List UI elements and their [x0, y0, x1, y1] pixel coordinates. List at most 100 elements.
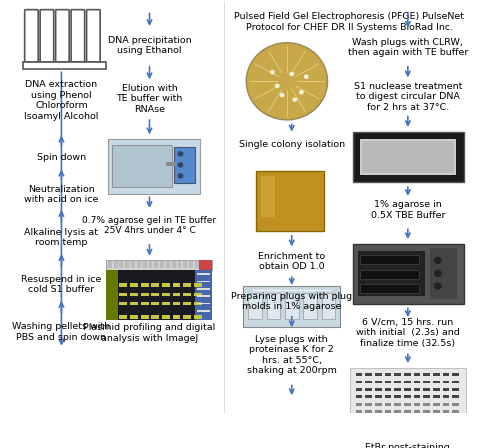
Bar	[394, 388, 401, 391]
Bar	[385, 373, 392, 376]
Bar	[365, 381, 372, 383]
Bar	[353, 132, 464, 182]
Bar	[201, 261, 205, 268]
Bar	[141, 302, 149, 306]
Text: DNA precipitation
using Ethanol: DNA precipitation using Ethanol	[108, 36, 191, 55]
Bar	[433, 418, 440, 420]
Circle shape	[270, 70, 275, 74]
Bar	[353, 244, 464, 304]
Bar	[394, 403, 401, 405]
Bar	[120, 283, 127, 287]
Text: EtBr post-staining: EtBr post-staining	[366, 443, 450, 448]
Bar	[365, 418, 372, 420]
Bar	[365, 388, 372, 391]
Bar	[304, 293, 317, 319]
FancyBboxPatch shape	[25, 10, 38, 62]
Bar	[173, 315, 181, 319]
Bar	[189, 261, 193, 268]
Bar	[141, 293, 149, 296]
Bar	[131, 261, 135, 268]
Bar	[385, 418, 392, 420]
Bar	[452, 388, 459, 391]
Bar	[184, 302, 191, 306]
Bar	[414, 418, 421, 420]
Bar	[356, 381, 363, 383]
Bar	[414, 388, 421, 391]
Bar	[194, 315, 202, 319]
Text: Neutralization
with acid on ice: Neutralization with acid on ice	[24, 185, 98, 204]
Bar	[130, 283, 138, 287]
Bar	[375, 373, 382, 376]
Bar	[184, 315, 191, 319]
Bar	[120, 302, 127, 306]
Bar	[361, 270, 419, 279]
Bar	[166, 261, 170, 268]
Bar	[194, 293, 202, 296]
Bar	[452, 381, 459, 383]
Bar	[443, 403, 450, 405]
Bar	[194, 302, 202, 306]
Bar	[106, 270, 118, 320]
Bar	[423, 373, 430, 376]
Circle shape	[246, 43, 328, 120]
Bar	[256, 171, 324, 231]
Bar	[356, 403, 363, 405]
Bar	[423, 388, 430, 391]
Bar	[108, 139, 200, 194]
Bar	[404, 418, 411, 420]
Bar	[114, 261, 118, 268]
Text: DNA extraction
using Phenol
Chloroform
Isoamyl Alcohol: DNA extraction using Phenol Chloroform I…	[24, 81, 98, 121]
Bar	[443, 425, 450, 427]
Bar	[178, 261, 182, 268]
Bar	[197, 280, 211, 282]
Bar	[385, 381, 392, 383]
Bar	[404, 388, 411, 391]
Circle shape	[178, 173, 184, 179]
Bar	[443, 388, 450, 391]
Bar	[375, 396, 382, 398]
Circle shape	[275, 84, 279, 88]
FancyBboxPatch shape	[56, 10, 69, 62]
Bar	[173, 302, 181, 306]
Circle shape	[178, 162, 184, 168]
Circle shape	[434, 282, 442, 290]
Bar	[358, 251, 425, 296]
Bar	[143, 261, 147, 268]
FancyBboxPatch shape	[87, 10, 100, 62]
Text: S1 nuclease treatment
to digest circular DNA
for 2 hrs at 37°C.: S1 nuclease treatment to digest circular…	[354, 82, 462, 112]
Bar	[404, 381, 411, 383]
Bar	[173, 283, 181, 287]
Bar	[120, 261, 123, 268]
Bar	[385, 410, 392, 413]
Bar	[385, 425, 392, 427]
Bar	[130, 315, 138, 319]
Bar	[443, 410, 450, 413]
Bar	[162, 283, 170, 287]
Bar	[443, 381, 450, 383]
Bar	[414, 396, 421, 398]
Bar	[152, 283, 159, 287]
Text: Single colony isolation: Single colony isolation	[239, 140, 345, 149]
Bar	[414, 373, 421, 376]
Bar	[404, 425, 411, 427]
Bar	[365, 373, 372, 376]
Bar	[423, 418, 430, 420]
Bar	[433, 425, 440, 427]
Bar	[443, 396, 450, 398]
Bar	[430, 249, 457, 299]
Text: Spin down: Spin down	[37, 153, 86, 162]
Bar	[394, 396, 401, 398]
Bar	[130, 293, 138, 296]
Bar	[433, 396, 440, 398]
Bar	[106, 270, 195, 320]
Bar	[433, 373, 440, 376]
Bar	[108, 261, 112, 268]
Bar	[452, 396, 459, 398]
Circle shape	[299, 90, 304, 95]
Bar	[365, 396, 372, 398]
Bar	[199, 260, 213, 270]
Bar	[433, 403, 440, 405]
Bar	[443, 373, 450, 376]
Bar	[261, 176, 276, 217]
Bar	[120, 315, 127, 319]
